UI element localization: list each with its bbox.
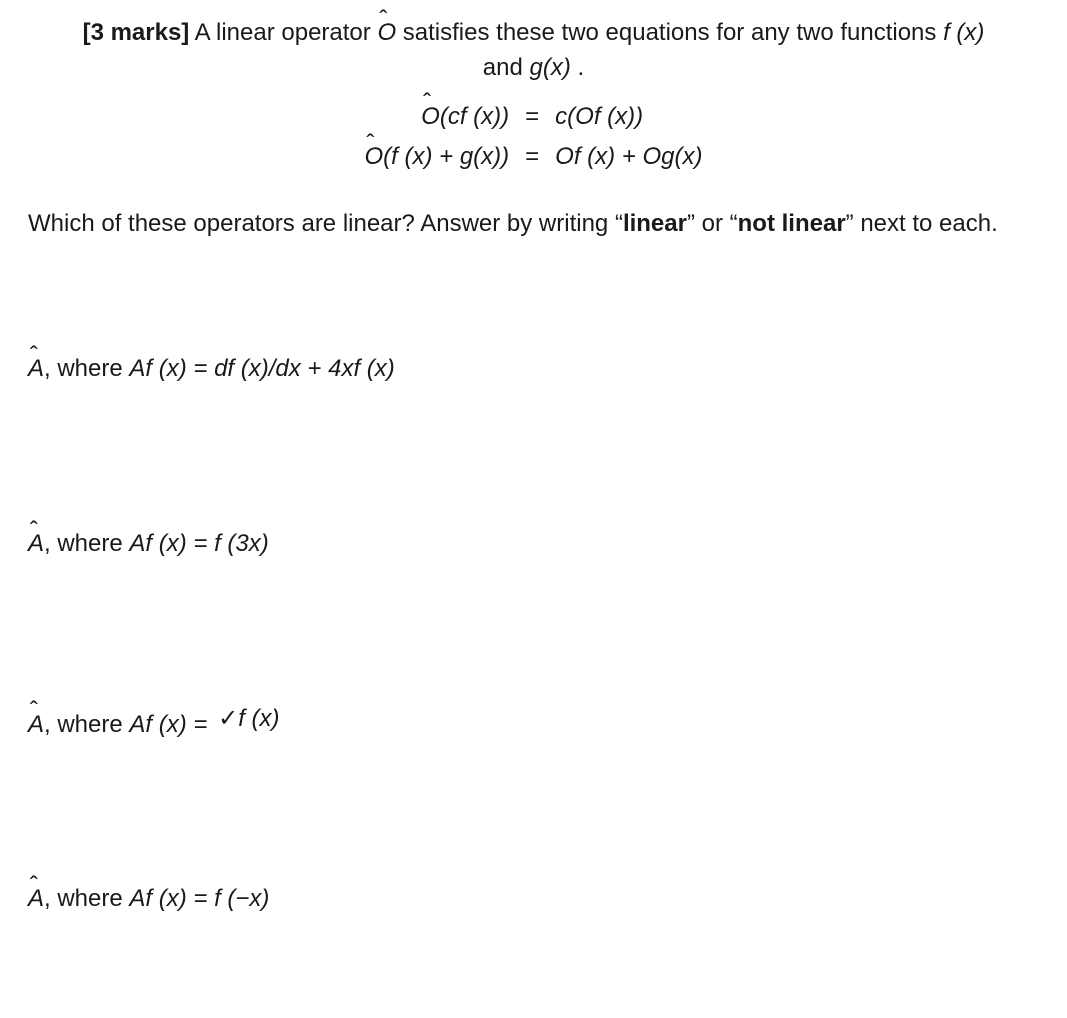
- operator-item-2: A, where Af (x) = f (3x): [28, 527, 1039, 562]
- intro-text-1b: satisfies these two equations for any tw…: [403, 19, 943, 46]
- question-part-b: ” or “: [687, 210, 738, 237]
- question-part-a: Which of these operators are linear? Ans…: [28, 210, 623, 237]
- equation-block: O(cf (x)) = c(Of (x)) O(f (x) + g(x)) = …: [28, 100, 1039, 176]
- item2-comma-where: , where: [44, 530, 129, 557]
- page: [3 marks] A linear operator O satisfies …: [0, 0, 1067, 1018]
- intro-period: .: [578, 54, 585, 81]
- item3-sqrt: ✓f (x): [218, 702, 281, 737]
- intro-paragraph: [3 marks] A linear operator O satisfies …: [74, 16, 994, 86]
- item3-prefix: Af (x) =: [129, 711, 214, 738]
- item4-A-hat: A: [28, 882, 44, 917]
- item1-comma-where: , where: [44, 355, 129, 382]
- eq2-lhs-rest: (f (x) + g(x)): [383, 143, 509, 170]
- operator-item-4: A, where Af (x) = f (−x): [28, 882, 1039, 917]
- operator-item-1: A, where Af (x) = df (x)/dx + 4xf (x): [28, 352, 1039, 387]
- question-notlinear: not linear: [738, 210, 846, 237]
- radical-icon: ✓: [218, 705, 238, 732]
- item2-A-hat: A: [28, 527, 44, 562]
- item3-radicand: f (x): [236, 702, 281, 737]
- intro-fx: f (x): [943, 19, 984, 46]
- question-text: Which of these operators are linear? Ans…: [28, 207, 1039, 242]
- question-linear: linear: [623, 210, 687, 237]
- eq1-lhs-rest: (cf (x)): [440, 103, 509, 130]
- question-part-c: ” next to each.: [846, 210, 998, 237]
- eq2-O-hat: O: [364, 140, 383, 175]
- item3-A-hat: A: [28, 708, 44, 743]
- eq1-equals: =: [525, 100, 539, 135]
- intro-gx: g(x): [530, 54, 571, 81]
- item4-comma-where: , where: [44, 885, 129, 912]
- marks-label: [3 marks]: [83, 19, 190, 46]
- eq2-rhs: Of (x) + Og(x): [555, 140, 702, 175]
- eq1-rhs: c(Of (x)): [555, 100, 702, 135]
- eq1-lhs: O(cf (x)): [364, 100, 509, 135]
- item1-expression: Af (x) = df (x)/dx + 4xf (x): [129, 355, 394, 382]
- operator-list: A, where Af (x) = df (x)/dx + 4xf (x) A,…: [28, 352, 1039, 917]
- intro-and: and: [483, 54, 530, 81]
- eq2-equals: =: [525, 140, 539, 175]
- item3-comma-where: , where: [44, 711, 129, 738]
- item1-A-hat: A: [28, 352, 44, 387]
- item4-expression: Af (x) = f (−x): [129, 885, 269, 912]
- operator-O-hat: O: [377, 16, 396, 51]
- item2-expression: Af (x) = f (3x): [129, 530, 268, 557]
- eq1-O-hat: O: [421, 100, 440, 135]
- operator-item-3: A, where Af (x) = ✓f (x): [28, 702, 1039, 743]
- intro-text-1a: A linear operator: [195, 19, 378, 46]
- eq2-lhs: O(f (x) + g(x)): [364, 140, 509, 175]
